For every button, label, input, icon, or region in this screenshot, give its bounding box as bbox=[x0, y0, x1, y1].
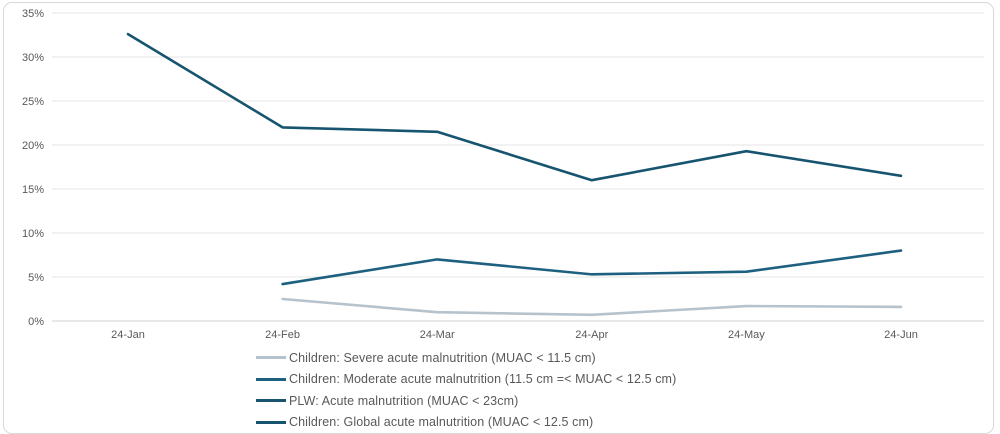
legend-item-clipped-legend-entry: Children: Global acute malnutrition (MUA… bbox=[256, 412, 676, 434]
legend-item-plw-am: PLW: Acute malnutrition (MUAC < 23cm) bbox=[256, 390, 676, 412]
y-axis-tick-label: 10% bbox=[22, 228, 44, 240]
chart-legend: Children: Severe acute malnutrition (MUA… bbox=[256, 347, 676, 433]
legend-item-children-mam: Children: Moderate acute malnutrition (1… bbox=[256, 369, 676, 391]
line-chart: 0% 5% 10% 15% 20% 25% 30% 35% 24-Jan 24-Feb 24-Mar… bbox=[22, 8, 984, 341]
legend-label: Children: Moderate acute malnutrition (1… bbox=[289, 372, 677, 387]
legend-item-children-sam: Children: Severe acute malnutrition (MUA… bbox=[256, 347, 676, 369]
series-line-plw-am bbox=[126, 32, 903, 182]
x-axis-tick-label: 24-Jun bbox=[884, 329, 918, 341]
y-axis-tick-label: 0% bbox=[28, 316, 44, 328]
y-axis-tick-label: 30% bbox=[22, 52, 44, 64]
series-line-children-mam bbox=[281, 249, 903, 286]
legend-dash-icon bbox=[256, 377, 286, 381]
legend-label: PLW: Acute malnutrition (MUAC < 23cm) bbox=[289, 393, 519, 408]
legend-dash-icon bbox=[256, 420, 286, 424]
y-axis-tick-label: 25% bbox=[22, 96, 44, 108]
y-axis-tick-label: 20% bbox=[22, 140, 44, 152]
y-axis-tick-label: 15% bbox=[22, 184, 44, 196]
series-line-children-sam bbox=[281, 297, 903, 317]
chart-page: { "chart_data": { "type": "line", "title… bbox=[3, 2, 994, 434]
x-axis-tick-label: 24-Apr bbox=[575, 329, 608, 341]
y-axis-tick-label: 5% bbox=[28, 272, 44, 284]
x-axis-tick-label: 24-May bbox=[728, 329, 765, 341]
x-axis-tick-label: 24-Mar bbox=[420, 329, 455, 341]
legend-dash-icon bbox=[256, 356, 286, 360]
legend-label: Children: Global acute malnutrition (MUA… bbox=[289, 415, 594, 430]
x-axis-tick-label: 24-Feb bbox=[265, 329, 300, 341]
y-axis-tick-label: 35% bbox=[22, 8, 44, 20]
legend-dash-icon bbox=[256, 399, 286, 403]
legend-label: Children: Severe acute malnutrition (MUA… bbox=[289, 350, 596, 365]
x-axis-tick-label: 24-Jan bbox=[111, 329, 145, 341]
